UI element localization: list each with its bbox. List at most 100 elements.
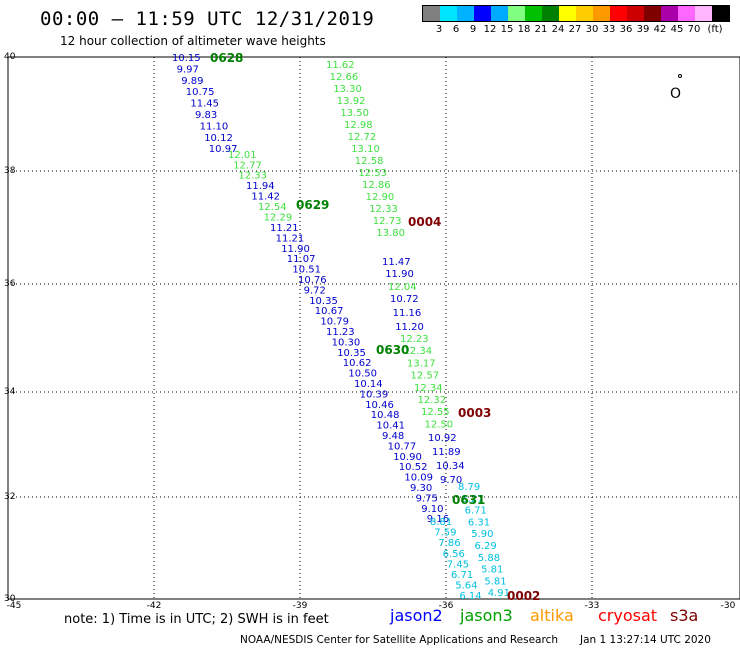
wave-height-value: 7.45: [447, 559, 469, 570]
wave-height-value: 12.86: [362, 180, 391, 191]
y-tick-label: 38: [4, 166, 16, 176]
legend-label: 70: [687, 24, 701, 35]
wave-height-value: 10.46: [365, 400, 394, 411]
wave-height-value: 9.30: [410, 483, 432, 494]
wave-height-value: 13.50: [340, 108, 369, 119]
legend-label: 6: [452, 24, 460, 35]
wave-height-value: 11.90: [385, 269, 414, 280]
legend-swatch: [610, 6, 627, 21]
x-tick-label: -30: [720, 601, 736, 611]
wave-height-value: 12.66: [330, 72, 359, 83]
wave-height-value: 10.12: [204, 133, 233, 144]
satellite-legend-altika: altika: [530, 606, 574, 625]
wave-height-value: 13.30: [333, 84, 362, 95]
wave-height-value: 11.94: [246, 181, 275, 192]
wave-height-value: 12.90: [366, 192, 395, 203]
wave-height-value: 11.42: [251, 192, 280, 203]
wave-height-value: 9.70: [440, 475, 462, 486]
wave-height-value: 7.59: [434, 528, 456, 539]
satellite-legend-jason3: jason3: [460, 606, 513, 625]
wave-height-value: 12.34: [404, 346, 433, 357]
wave-height-value: 12.01: [228, 150, 257, 161]
wave-height-value: 12.77: [233, 160, 262, 171]
satellite-legend-s3a: s3a: [670, 606, 699, 625]
wave-height-value: 7.86: [438, 538, 460, 549]
wave-height-value: 10.72: [390, 294, 419, 305]
legend-swatch: [525, 6, 542, 21]
wave-height-value: 8.27: [461, 494, 483, 505]
wave-height-labels: 10.159.979.8910.7511.459.8311.1010.1210.…: [172, 53, 510, 602]
y-tick-label: 34: [4, 387, 16, 397]
legend-label: 33: [602, 24, 616, 35]
wave-height-value: 5.64: [455, 581, 477, 592]
wave-height-value: 5.90: [471, 529, 493, 540]
wave-height-value: 10.48: [371, 410, 400, 421]
footer-note: note: 1) Time is in UTC; 2) SWH is in fe…: [64, 612, 329, 627]
legend-swatch: [678, 6, 695, 21]
wave-height-value: 10.76: [298, 275, 327, 286]
wave-height-value: 9.89: [181, 76, 203, 87]
wave-height-value: 6.71: [465, 506, 487, 517]
footer-credit: NOAA/NESDIS Center for Satellite Applica…: [240, 634, 558, 646]
wave-height-value: 10.51: [292, 265, 321, 276]
pass-time-label: 0004: [408, 215, 441, 229]
wave-height-value: 12.34: [414, 383, 443, 394]
x-tick-label: -33: [584, 601, 600, 611]
page-title: 00:00 – 11:59 UTC 12/31/2019: [40, 8, 375, 30]
pass-time-label: 0002: [507, 589, 540, 603]
legend-swatch: [457, 6, 474, 21]
wave-height-value: 8.79: [458, 482, 480, 493]
wave-height-value: 11.10: [200, 121, 229, 132]
legend-label: (ft): [707, 24, 723, 35]
wave-height-value: 10.41: [376, 421, 405, 432]
wave-height-value: 10.30: [332, 337, 361, 348]
x-tick-label: -39: [292, 601, 308, 611]
legend-swatch: [712, 6, 729, 21]
legend-label: 9: [469, 24, 477, 35]
wave-height-value: 11.90: [281, 244, 310, 255]
wave-height-value: 13.10: [351, 144, 380, 155]
wave-height-value: 10.90: [393, 452, 422, 463]
legend-swatch: [627, 6, 644, 21]
wave-height-value: 12.04: [388, 282, 417, 293]
wave-height-value: 4.91: [488, 588, 510, 599]
wave-height-value: 10.62: [343, 358, 372, 369]
legend-color-bar: [422, 5, 730, 22]
wave-height-value: 13.17: [407, 358, 436, 369]
wave-height-value: 11.62: [326, 60, 355, 71]
wave-height-value: 9.75: [416, 493, 438, 504]
wave-height-value: 11.47: [382, 257, 411, 268]
wave-height-value: 6.71: [451, 570, 473, 581]
wave-height-value: 11.07: [287, 254, 316, 265]
legend-swatch: [661, 6, 678, 21]
y-tick-label: 30: [4, 594, 16, 604]
legend-swatch: [474, 6, 491, 21]
wave-height-value: 10.97: [209, 144, 238, 155]
page-subtitle: 12 hour collection of altimeter wave hei…: [60, 34, 326, 48]
legend-swatch: [644, 6, 661, 21]
wave-height-value: 10.35: [337, 348, 366, 359]
wave-height-value: 12.73: [373, 216, 402, 227]
x-tick-label: -42: [146, 601, 162, 611]
wave-height-value: 12.72: [348, 132, 377, 143]
wave-height-value: 12.29: [264, 213, 293, 224]
wave-height-value: 9.16: [427, 514, 449, 525]
wave-height-value: 11.20: [395, 322, 424, 333]
wave-height-value: 11.21: [270, 223, 299, 234]
wave-height-value: 5.88: [478, 553, 500, 564]
wave-height-value: 9.97: [177, 64, 199, 75]
wave-height-value: 9.83: [195, 110, 217, 121]
y-tick-label: 40: [4, 52, 16, 62]
wave-height-value: 6.31: [468, 517, 490, 528]
legend-labels: 3 6 9 12 15 18 21 24 27 30 33 36 39 42 45 70 (ft): [422, 22, 730, 36]
legend-swatch: [695, 6, 712, 21]
legend-swatch: [491, 6, 508, 21]
legend-label: 12: [483, 24, 497, 35]
pass-time-label: 0628: [210, 51, 243, 65]
wave-height-value: 12.57: [411, 371, 440, 382]
legend-label: 36: [619, 24, 633, 35]
legend-swatch: [542, 6, 559, 21]
pass-time-label: 0631: [452, 493, 485, 507]
wave-height-value: 10.79: [320, 317, 349, 328]
